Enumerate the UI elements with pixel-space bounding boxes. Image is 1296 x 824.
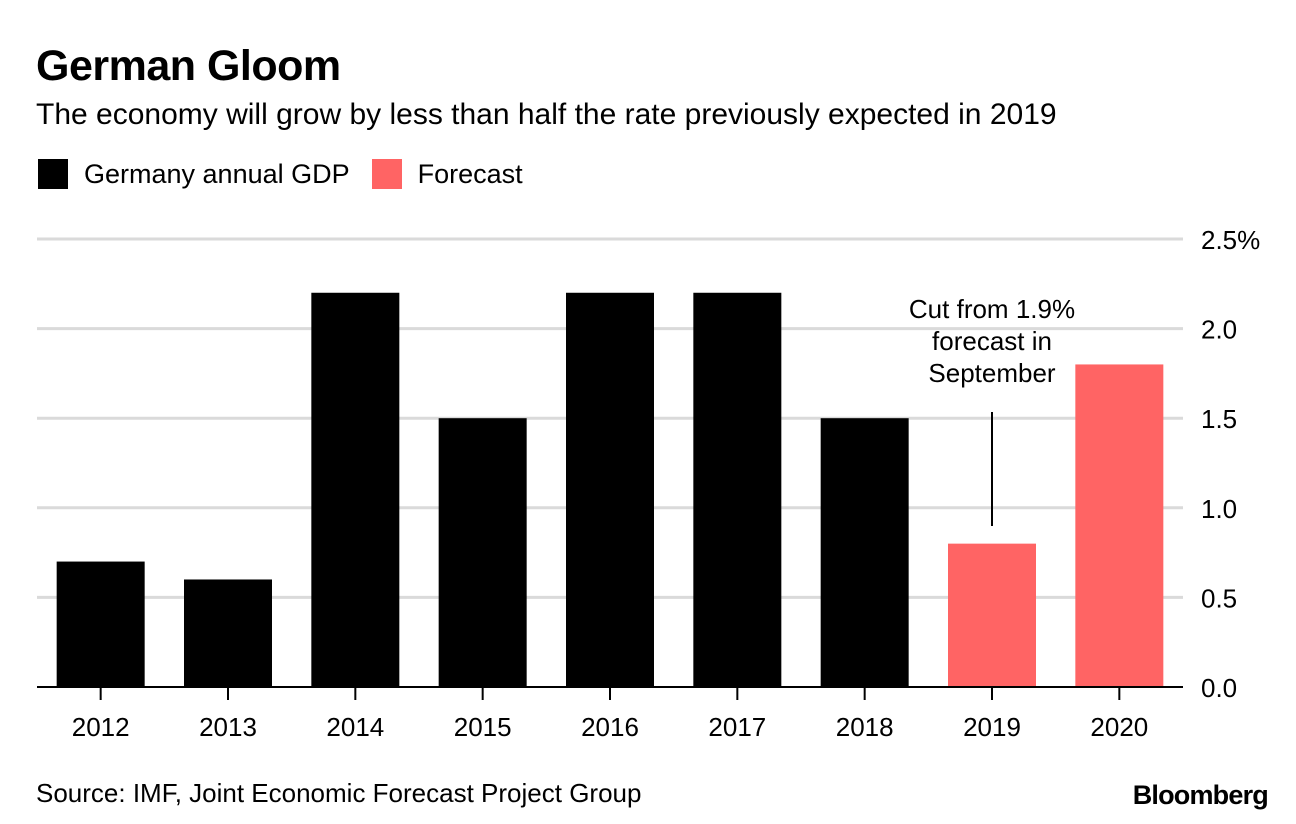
y-tick-label: 0.5 <box>1201 583 1237 613</box>
x-tick-label: 2020 <box>1090 712 1148 742</box>
x-tick-label: 2018 <box>836 712 894 742</box>
brand-logo: Bloomberg <box>1132 780 1269 810</box>
bar-forecast <box>1075 364 1164 687</box>
bar-gdp <box>693 292 782 687</box>
bar-gdp <box>56 561 145 687</box>
x-tick-label: 2019 <box>963 712 1021 742</box>
x-tick-label: 2012 <box>72 712 130 742</box>
bar-gdp <box>820 418 909 687</box>
y-tick-label: 1.5 <box>1201 404 1237 434</box>
x-tick-label: 2017 <box>708 712 766 742</box>
bar-gdp <box>438 418 527 687</box>
bar-forecast <box>948 543 1036 687</box>
x-tick-label: 2016 <box>581 712 639 742</box>
y-tick-label: 0.0 <box>1201 673 1237 703</box>
legend-swatch-gdp <box>38 159 68 189</box>
bar-gdp <box>311 292 400 687</box>
source-note: Source: IMF, Joint Economic Forecast Pro… <box>36 778 642 808</box>
x-tick-label: 2014 <box>326 712 384 742</box>
annotation-text: Cut from 1.9% <box>909 294 1075 324</box>
legend-swatch-forecast <box>371 159 402 189</box>
legend: Germany annual GDP Forecast <box>38 156 545 192</box>
bar-gdp <box>184 579 272 687</box>
x-tick-label: 2013 <box>199 712 257 742</box>
y-tick-label: 1.0 <box>1201 494 1237 524</box>
legend-item-gdp: Germany annual GDP <box>38 156 350 192</box>
chart-title: German Gloom <box>36 42 341 90</box>
y-tick-label: 2.5% <box>1201 225 1260 255</box>
annotation-text: forecast in <box>932 326 1052 356</box>
annotation-text: September <box>928 358 1056 388</box>
legend-label-forecast: Forecast <box>417 159 523 189</box>
x-tick-label: 2015 <box>454 712 512 742</box>
legend-item-forecast: Forecast <box>371 156 523 192</box>
legend-label-gdp: Germany annual GDP <box>84 159 350 189</box>
bar-gdp <box>566 292 654 687</box>
chart-subtitle: The economy will grow by less than half … <box>36 98 1057 131</box>
y-tick-label: 2.0 <box>1201 315 1237 345</box>
